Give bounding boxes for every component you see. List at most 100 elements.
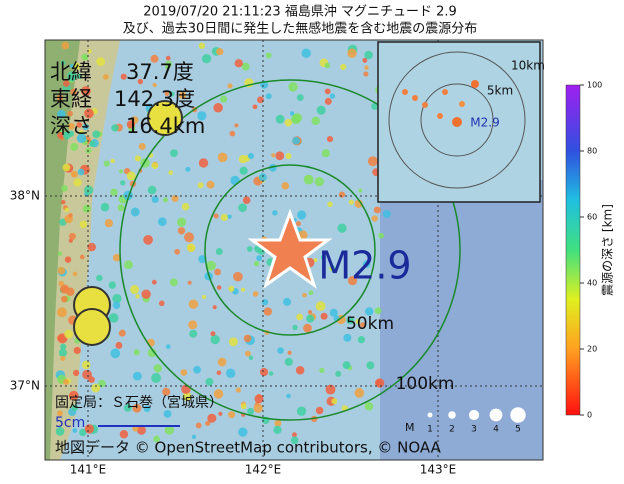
quake-dot bbox=[177, 227, 186, 235]
quake-dot bbox=[258, 173, 267, 182]
subtitle: 及び、過去30日間に発生した無感地震を含む地震の震源分布 bbox=[123, 21, 478, 37]
attribution: 地図データ © OpenStreetMap contributors, © NO… bbox=[55, 439, 442, 457]
quake-dot bbox=[282, 297, 292, 306]
quake-dot bbox=[252, 291, 259, 297]
legend-size: 4 bbox=[493, 425, 499, 435]
quake-dot bbox=[61, 295, 68, 303]
quake-dot bbox=[55, 427, 65, 436]
legend-label: M bbox=[405, 421, 415, 434]
quake-dot bbox=[100, 202, 110, 212]
ring-label: 50km bbox=[346, 314, 394, 334]
quake-dot bbox=[205, 420, 211, 426]
quake-dot bbox=[189, 329, 198, 338]
quake-dot bbox=[57, 266, 66, 275]
quake-dot bbox=[82, 369, 92, 380]
quake-dot bbox=[162, 387, 171, 396]
quake-dot bbox=[292, 324, 298, 331]
quake-dot bbox=[71, 404, 79, 412]
station: 固定局：Ｓ石巻（宮城県） bbox=[55, 395, 223, 411]
quake-dot bbox=[62, 163, 71, 172]
quake-dot bbox=[165, 65, 170, 70]
quake-dot bbox=[87, 242, 96, 252]
legend-size: 5 bbox=[515, 425, 521, 435]
quake-dot bbox=[254, 394, 264, 404]
quake-dot bbox=[325, 384, 336, 395]
quake-dot bbox=[241, 287, 246, 292]
quake-dot bbox=[220, 213, 228, 222]
quake-dot bbox=[241, 62, 250, 71]
quake-dot bbox=[335, 370, 342, 377]
quake-dot bbox=[147, 185, 157, 195]
quake-dot bbox=[56, 94, 64, 101]
quake-dot bbox=[110, 348, 121, 359]
quake-dot bbox=[275, 151, 285, 161]
quake-dot bbox=[123, 403, 132, 412]
quake-dot bbox=[286, 393, 291, 399]
quake-dot bbox=[169, 278, 178, 287]
quake-dot bbox=[371, 215, 378, 222]
quake-dot bbox=[315, 406, 324, 415]
lat-label: 北緯 bbox=[50, 60, 92, 84]
quake-dot bbox=[188, 320, 198, 330]
quake-dot bbox=[238, 203, 247, 213]
quake-dot bbox=[57, 131, 65, 139]
quake-dot bbox=[151, 162, 159, 170]
quake-dot bbox=[324, 88, 331, 95]
quake-dot bbox=[96, 57, 106, 67]
quake-dot bbox=[151, 373, 162, 383]
legend-circle bbox=[427, 412, 433, 418]
quake-dot bbox=[216, 47, 224, 56]
quake-dot bbox=[182, 392, 192, 402]
legend-circle bbox=[448, 411, 456, 419]
quake-dot bbox=[137, 425, 146, 435]
quake-dot bbox=[303, 323, 312, 333]
quake-dot bbox=[246, 246, 253, 252]
quake-dot bbox=[364, 65, 369, 70]
quake-dot bbox=[117, 204, 125, 212]
quake-dot bbox=[68, 232, 76, 240]
quake-dot bbox=[302, 292, 307, 298]
quake-dot bbox=[298, 230, 308, 240]
quake-dot bbox=[84, 424, 95, 434]
quake-dot bbox=[374, 307, 382, 315]
quake-dot bbox=[64, 207, 70, 213]
colorbar-tick-label: 40 bbox=[587, 279, 597, 288]
quake-dot bbox=[261, 298, 269, 306]
quake-dot bbox=[112, 301, 121, 309]
quake-dot bbox=[72, 369, 80, 377]
quake-dot bbox=[70, 88, 77, 96]
quake-dot bbox=[180, 369, 188, 376]
quake-dot bbox=[58, 348, 68, 357]
quake-dot bbox=[217, 152, 228, 163]
quake-dot bbox=[206, 260, 217, 271]
quake-dot bbox=[243, 334, 252, 343]
quake-dot bbox=[168, 170, 174, 175]
quake-dot bbox=[187, 280, 192, 285]
quake-dot bbox=[364, 402, 374, 411]
quake-dot bbox=[153, 364, 163, 373]
legend-circle bbox=[489, 408, 503, 422]
quake-dot bbox=[153, 435, 160, 443]
colorbar-tick-label: 80 bbox=[587, 147, 597, 156]
quake-dot bbox=[119, 430, 129, 439]
quake-dot bbox=[285, 153, 292, 160]
quakes bbox=[55, 41, 392, 445]
quake-dot bbox=[373, 206, 381, 214]
quake-dot bbox=[57, 307, 67, 318]
quake-dot bbox=[135, 294, 140, 299]
quake-dot bbox=[76, 122, 83, 128]
quake-dot bbox=[311, 116, 320, 126]
quake-dot bbox=[197, 182, 204, 189]
quake-dot bbox=[215, 247, 223, 256]
quake-dot bbox=[57, 251, 63, 256]
quake-dot bbox=[57, 109, 66, 119]
quake-dot bbox=[198, 42, 206, 49]
quake-dot bbox=[291, 432, 297, 438]
quake-dot bbox=[362, 58, 368, 63]
quake-dot bbox=[188, 299, 199, 309]
quake-dot bbox=[347, 48, 357, 58]
quake-dot bbox=[287, 350, 292, 355]
quake-dot bbox=[201, 53, 212, 64]
quake-dot bbox=[217, 357, 227, 367]
quake-dot bbox=[216, 370, 222, 376]
